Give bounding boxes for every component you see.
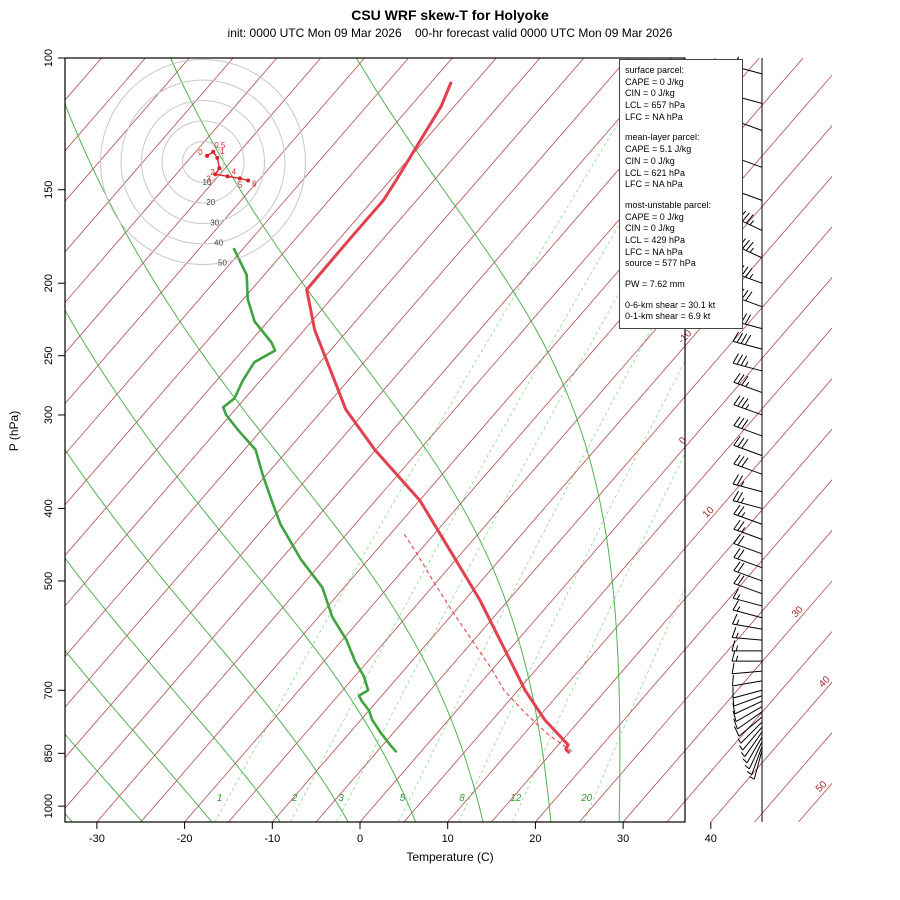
info-line: CAPE = 0 J/kg <box>625 211 684 222</box>
svg-text:1000: 1000 <box>43 794 55 818</box>
info-line: 0-1-km shear = 6.9 kt <box>625 311 711 322</box>
svg-text:50: 50 <box>218 258 227 267</box>
info-line: CAPE = 0 J/kg <box>625 76 684 87</box>
svg-text:-10: -10 <box>264 833 280 845</box>
sounding-profiles <box>221 81 573 754</box>
info-line: LFC = NA hPa <box>625 246 683 257</box>
svg-text:1: 1 <box>220 147 225 156</box>
svg-text:300: 300 <box>43 406 55 424</box>
info-section: 0-6-km shear = 30.1 kt 0-1-km shear = 6.9… <box>625 300 737 323</box>
info-line: 0-6-km shear = 30.1 kt <box>625 299 716 310</box>
x-axis-label: Temperature (C) <box>406 850 494 864</box>
svg-text:500: 500 <box>43 572 55 590</box>
svg-text:3: 3 <box>206 174 211 183</box>
svg-text:10: 10 <box>442 833 454 845</box>
svg-text:2: 2 <box>291 793 298 804</box>
isotherm-lines-margin <box>685 58 832 822</box>
svg-text:20: 20 <box>206 198 215 207</box>
info-section: surface parcel: CAPE = 0 J/kg CIN = 0 J/kg… <box>625 65 737 123</box>
svg-text:3: 3 <box>338 793 344 804</box>
svg-text:0: 0 <box>357 833 363 845</box>
hodograph-inset: 10 20 30 40 50 0 0.51 23 45 6 <box>100 59 306 267</box>
svg-text:0.5: 0.5 <box>214 141 226 150</box>
info-line: surface parcel: <box>625 65 685 75</box>
isotherm-lines <box>65 58 685 822</box>
svg-text:200: 200 <box>43 274 55 292</box>
info-section: PW = 7.62 mm <box>625 279 737 291</box>
svg-text:50: 50 <box>814 779 830 795</box>
svg-text:5: 5 <box>238 180 243 189</box>
svg-text:-30: -30 <box>89 833 105 845</box>
info-line: source = 577 hPa <box>625 258 696 269</box>
info-line: LFC = NA hPa <box>625 179 683 190</box>
svg-text:30: 30 <box>617 833 629 845</box>
svg-text:250: 250 <box>43 347 55 365</box>
svg-text:10: 10 <box>701 504 717 520</box>
info-section: most-unstable parcel: CAPE = 0 J/kg CIN = … <box>625 200 737 270</box>
svg-text:1: 1 <box>217 793 223 804</box>
svg-text:0: 0 <box>677 435 689 447</box>
info-line: LCL = 657 hPa <box>625 100 685 111</box>
svg-text:8: 8 <box>459 793 465 804</box>
svg-text:12: 12 <box>510 793 522 804</box>
chart-title: CSU WRF skew-T for Holyoke <box>351 7 549 23</box>
mixing-ratio-lines <box>214 58 685 822</box>
svg-text:400: 400 <box>43 499 55 517</box>
info-line: most-unstable parcel: <box>625 199 712 210</box>
svg-text:30: 30 <box>790 604 806 620</box>
info-line: PW = 7.62 mm <box>625 279 685 289</box>
svg-text:10: 10 <box>202 178 211 187</box>
svg-text:6: 6 <box>252 179 257 188</box>
info-line: LCL = 429 hPa <box>625 234 685 245</box>
chart-subtitle: init: 0000 UTC Mon 09 Mar 2026 00-hr for… <box>227 26 673 40</box>
svg-text:40: 40 <box>817 674 833 690</box>
svg-text:850: 850 <box>43 744 55 762</box>
svg-text:700: 700 <box>43 681 55 699</box>
svg-text:-20: -20 <box>177 833 193 845</box>
info-line: CAPE = 5.1 J/kg <box>625 144 692 155</box>
svg-text:20: 20 <box>529 833 541 845</box>
info-line: CIN = 0 J/kg <box>625 223 675 234</box>
svg-text:4: 4 <box>232 167 237 176</box>
mixing-ratio-labels: 1 2 3 5 8 12 20 <box>217 793 593 804</box>
svg-text:30: 30 <box>210 218 219 227</box>
moist-adiabat-lines <box>65 58 685 822</box>
parcel-info-box: surface parcel: CAPE = 0 J/kg CIN = 0 J/kg… <box>619 59 743 330</box>
info-line: LFC = NA hPa <box>625 111 683 122</box>
svg-text:100: 100 <box>43 49 55 67</box>
svg-text:40: 40 <box>214 238 223 247</box>
svg-text:150: 150 <box>43 181 55 199</box>
svg-text:2: 2 <box>210 168 215 177</box>
svg-text:5: 5 <box>400 793 406 804</box>
info-line: CIN = 0 J/kg <box>625 155 675 166</box>
svg-text:40: 40 <box>705 833 717 845</box>
svg-text:0: 0 <box>198 148 203 157</box>
info-section: mean-layer parcel: CAPE = 5.1 J/kg CIN = 0… <box>625 132 737 190</box>
info-line: mean-layer parcel: <box>625 132 700 143</box>
info-line: CIN = 0 J/kg <box>625 88 675 99</box>
info-line: LCL = 621 hPa <box>625 167 685 178</box>
svg-text:20: 20 <box>580 793 593 804</box>
